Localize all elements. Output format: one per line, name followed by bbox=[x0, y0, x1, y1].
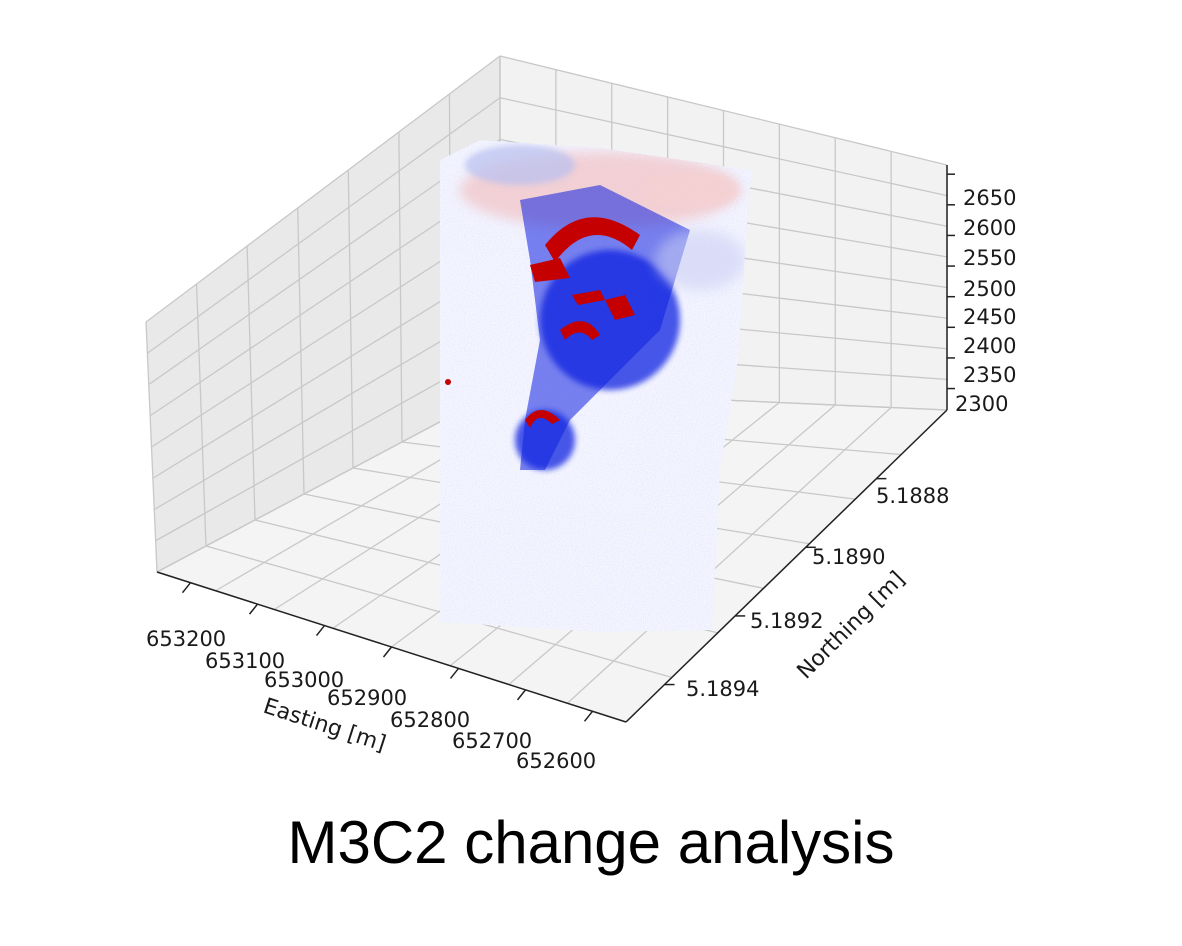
y-axis-line bbox=[625, 409, 948, 723]
x-tick: 652700 bbox=[452, 729, 532, 753]
y-tick: 5.1888 bbox=[876, 484, 949, 508]
grid-line bbox=[566, 407, 892, 704]
back-pane-left bbox=[146, 56, 500, 572]
x-tick: 652900 bbox=[327, 686, 407, 710]
x-tick-mark bbox=[583, 710, 594, 722]
z-tick: 2650 bbox=[963, 186, 1016, 210]
x-tick: 652800 bbox=[390, 708, 470, 732]
z-tick: 2300 bbox=[955, 392, 1008, 416]
x-tick-mark bbox=[382, 646, 393, 658]
y-axis-ticks: 5.1888 5.1890 5.1892 5.1894 bbox=[686, 484, 949, 701]
outlier-point bbox=[445, 379, 451, 385]
x-tick-mark bbox=[315, 625, 326, 637]
y-tick: 5.1892 bbox=[750, 609, 823, 633]
x-axis-ticks: 653200 653100 653000 652900 652800 65270… bbox=[146, 627, 596, 773]
z-tick: 2350 bbox=[963, 363, 1016, 387]
z-tick: 2500 bbox=[963, 277, 1016, 301]
axis-lines bbox=[156, 165, 955, 723]
y-tick: 5.1890 bbox=[812, 545, 885, 569]
x-tick: 652600 bbox=[516, 749, 596, 773]
y-tick: 5.1894 bbox=[686, 677, 759, 701]
z-tick: 2400 bbox=[963, 334, 1016, 358]
point-cloud bbox=[440, 140, 752, 632]
z-tick: 2450 bbox=[963, 305, 1016, 329]
x-tick: 653200 bbox=[146, 627, 226, 651]
z-tick: 2550 bbox=[963, 246, 1016, 270]
x-tick: 653100 bbox=[205, 649, 285, 673]
z-tick: 2600 bbox=[963, 216, 1016, 240]
x-tick-mark bbox=[181, 582, 192, 594]
figure-caption: M3C2 change analysis bbox=[287, 809, 895, 876]
grid-line bbox=[146, 97, 501, 354]
z-axis-ticks: 2650 2600 2550 2500 2450 2400 2350 2300 bbox=[955, 186, 1016, 416]
grid-line bbox=[145, 55, 501, 323]
x-tick: 653000 bbox=[264, 668, 344, 692]
x-tick-mark bbox=[248, 603, 259, 615]
x-tick-mark bbox=[449, 667, 460, 679]
x-tick-mark bbox=[516, 689, 527, 701]
